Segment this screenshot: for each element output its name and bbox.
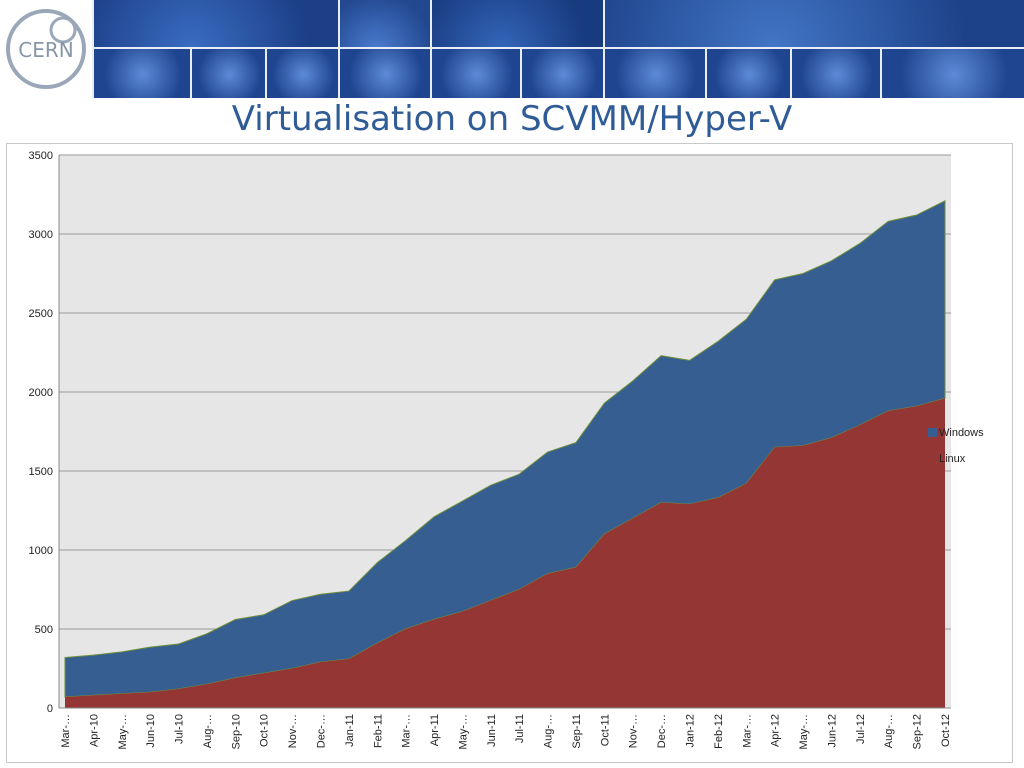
- y-tick-label: 3500: [29, 150, 53, 162]
- x-tick-label: Sep-12: [912, 714, 924, 749]
- x-tick-label: Mar-…: [401, 714, 413, 748]
- x-tick-label: Jun-12: [826, 714, 838, 748]
- x-tick-label: Dec-…: [656, 714, 668, 748]
- header-banner: CERN: [0, 0, 1024, 98]
- x-tick-label: Oct-11: [599, 714, 611, 746]
- cern-logo-text: CERN: [18, 38, 73, 62]
- x-tick-label: May-…: [117, 714, 129, 749]
- banner-tile: [190, 47, 267, 98]
- banner-tile: [265, 47, 340, 98]
- banner-tile: [430, 47, 522, 98]
- legend-swatch-windows: [928, 428, 937, 437]
- legend-label-windows: Windows: [939, 427, 984, 439]
- x-tick-label: May-…: [798, 714, 810, 749]
- x-tick-label: Dec-…: [315, 714, 327, 748]
- series-area-linux: [65, 398, 945, 708]
- cern-logo-icon: CERN: [6, 9, 86, 89]
- x-tick-label: Nov-…: [628, 714, 640, 748]
- x-tick-label: Oct-10: [259, 714, 271, 747]
- legend-label-linux: Linux: [939, 453, 966, 465]
- y-tick-label: 1000: [29, 545, 53, 557]
- y-tick-label: 1500: [29, 466, 53, 478]
- stacked-area-chart: 0 500 1000 1500 2000 2500 3000 3500 Mar-… Apr-10 M…: [29, 150, 985, 749]
- legend-swatch-linux: [928, 454, 937, 463]
- x-tick-label: Sep-10: [230, 714, 242, 749]
- banner-tile: [880, 47, 1024, 98]
- cern-logo: CERN: [0, 0, 92, 98]
- chart-area: 0 500 1000 1500 2000 2500 3000 3500 Mar-… Apr-10 M…: [6, 143, 1013, 763]
- x-tick-label: Oct-12: [940, 714, 952, 747]
- x-tick-label: Sep-11: [571, 714, 583, 749]
- banner-tile: [705, 47, 792, 98]
- x-tick-label: Mar-…: [60, 714, 72, 748]
- x-tick-label: Jul-12: [855, 714, 867, 744]
- x-tick-label: Jan-11: [344, 714, 356, 747]
- x-tick-label: Mar-…: [741, 714, 753, 748]
- banner-tile: [92, 47, 192, 98]
- x-tick-label: Jan-12: [685, 714, 697, 748]
- y-tick-label: 2000: [29, 387, 53, 399]
- x-tick-label: Apr-10: [88, 714, 100, 747]
- y-tick-label: 3000: [29, 229, 53, 241]
- x-tick-label: Apr-12: [770, 714, 782, 747]
- banner-tile: [520, 47, 605, 98]
- x-tick-label: May-…: [457, 714, 469, 749]
- slide-title: Virtualisation on SCVMM/Hyper-V: [231, 99, 793, 139]
- banner-tile: [338, 47, 432, 98]
- x-tick-label: Jul-10: [174, 714, 186, 744]
- y-tick-label: 2500: [29, 308, 53, 320]
- banner-tile: [790, 47, 882, 98]
- x-tick-label: Nov-…: [287, 714, 299, 748]
- banner-tile: [603, 47, 707, 98]
- x-tick-label: Jun-11: [486, 714, 498, 747]
- x-tick-label: Apr-11: [429, 714, 441, 746]
- x-tick-label: Jul-11: [514, 714, 526, 743]
- x-tick-label: Feb-12: [713, 714, 725, 749]
- x-tick-label: Aug-…: [543, 714, 555, 748]
- y-tick-label: 500: [35, 624, 53, 636]
- x-tick-label: Aug-…: [883, 714, 895, 748]
- x-tick-label: Feb-11: [372, 714, 384, 748]
- y-tick-label: 0: [47, 703, 53, 715]
- x-tick-label: Aug-…: [202, 714, 214, 748]
- x-tick-label: Jun-10: [145, 714, 157, 748]
